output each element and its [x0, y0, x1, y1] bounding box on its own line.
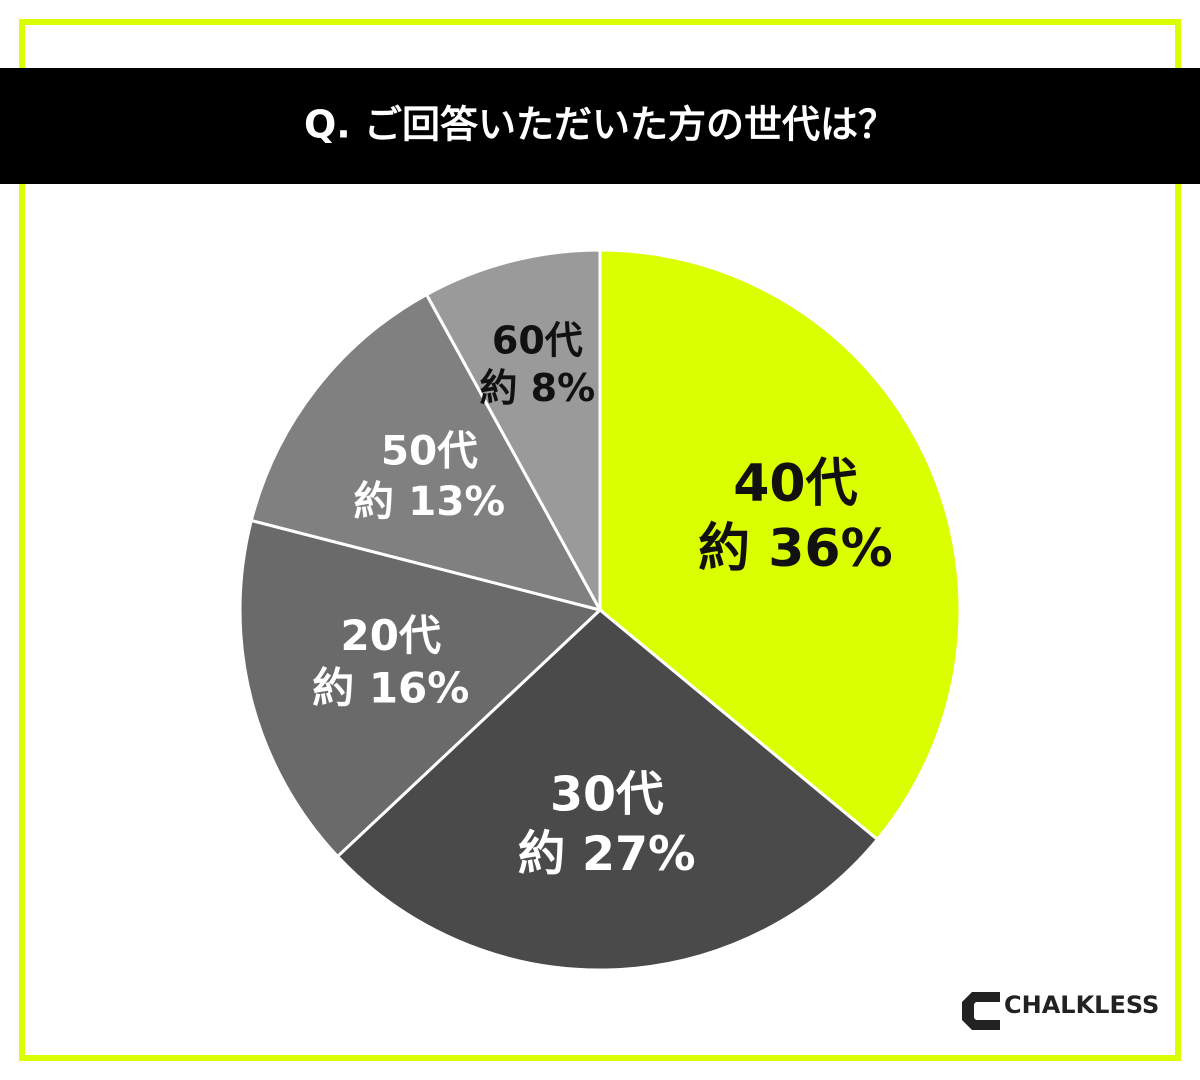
value-label: 約 16% [312, 664, 469, 713]
pie-slice [249, 292, 603, 613]
value-label: 約 8% [479, 366, 595, 410]
brand: CHALKLESS [1004, 991, 1159, 1019]
category-label: 20代 [341, 611, 441, 660]
pie-slice [238, 518, 604, 859]
pie-slice [598, 248, 962, 842]
category-label: 30代 [550, 767, 664, 822]
pie-slice [335, 608, 880, 972]
category-label: 60代 [492, 319, 583, 363]
pie-slice [424, 248, 602, 611]
title-bar [0, 68, 1200, 184]
logo-mark [962, 992, 1000, 1030]
category-label: 50代 [381, 426, 478, 474]
category-label: 40代 [733, 454, 857, 514]
value-label: 約 27% [518, 827, 696, 882]
frame [19, 19, 1181, 1061]
chart-title: Q. ご回答いただいた方の世代は？ [304, 103, 896, 147]
value-label: 約 36% [698, 519, 893, 579]
value-label: 約 13% [354, 477, 506, 525]
